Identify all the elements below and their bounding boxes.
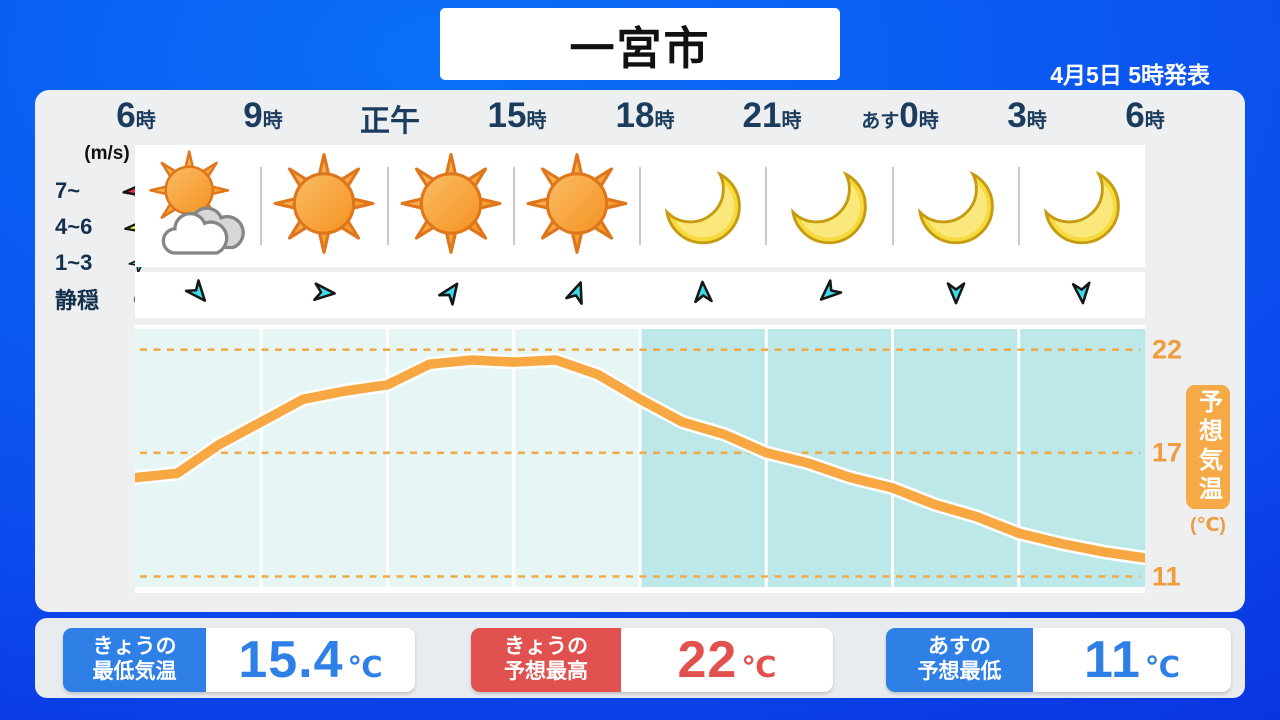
- time-label: 9時: [243, 96, 283, 135]
- wind-direction-arrow-icon: [686, 276, 720, 315]
- stat-number: 11: [1083, 631, 1141, 689]
- wind-direction-arrow-icon: [812, 276, 846, 315]
- wind-direction-arrow-icon: [307, 276, 341, 315]
- city-title-box: 一宮市: [440, 8, 840, 80]
- time-axis: 6時 9時 正午 15時 18時 21時 あす0時 3時 6時: [35, 96, 1245, 140]
- summary-band: きょうの 最低気温 15.4 ℃ きょうの 予想最高 22 ℃ あすの 予想最低 1…: [35, 618, 1245, 698]
- temp-unit-label: (℃): [1190, 515, 1226, 536]
- moon-icon: [655, 155, 752, 257]
- cell-divider: [1017, 167, 1020, 245]
- legend-row-light: 1~3: [55, 245, 159, 281]
- stat-label: きょうの 予想最高: [471, 628, 621, 692]
- stat-label-line: 最低気温: [92, 660, 177, 683]
- stat-unit: ℃: [741, 651, 777, 684]
- stat-label: きょうの 最低気温: [63, 628, 206, 692]
- cell-divider: [512, 167, 515, 245]
- moon-icon: [1033, 155, 1130, 257]
- city-title: 一宮市: [569, 22, 711, 74]
- time-label: 15時: [487, 96, 547, 135]
- moon-icon: [907, 155, 1004, 257]
- stat-label-line: あすの: [928, 635, 991, 659]
- forecast-panel: 6時 9時 正午 15時 18時 21時 あす0時 3時 6時 (m/s) 7~ 4~6 1~3…: [35, 90, 1245, 612]
- time-label: 3時: [1007, 96, 1047, 135]
- stat-unit: ℃: [1144, 651, 1181, 684]
- legend-label: 1~3: [55, 250, 93, 275]
- stat-number: 22: [677, 631, 738, 689]
- time-label: 正午: [360, 105, 420, 138]
- stat-value: 15.4 ℃: [206, 628, 415, 692]
- sun-icon: [272, 152, 376, 261]
- legend-label: 静穏: [55, 288, 100, 313]
- legend-label: 4~6: [55, 214, 93, 239]
- sun-cloud-icon: [143, 149, 253, 264]
- time-label: 6時: [1125, 96, 1165, 135]
- cell-divider: [765, 167, 768, 245]
- y-tick-label: 17: [1152, 437, 1183, 468]
- cell-divider: [260, 167, 263, 245]
- stat-number: 15.4: [238, 631, 344, 689]
- cell-divider: [891, 167, 894, 245]
- wind-direction-arrow-icon: [1065, 276, 1099, 315]
- sun-icon: [399, 152, 503, 261]
- time-label: 18時: [615, 96, 675, 135]
- stat-today-high: きょうの 予想最高 22 ℃: [471, 628, 833, 692]
- cell-divider: [386, 167, 389, 245]
- y-tick-label: 11: [1152, 561, 1181, 591]
- stat-label-line: 予想最高: [504, 660, 588, 683]
- stat-value: 22 ℃: [621, 628, 833, 692]
- stat-tomorrow-min: あすの 予想最低 11 ℃: [886, 628, 1231, 692]
- wind-direction-arrow-icon: [560, 276, 594, 315]
- stat-label-line: きょうの: [504, 635, 588, 659]
- moon-icon: [781, 155, 878, 257]
- legend-label: 7~: [55, 178, 81, 203]
- stat-value: 11 ℃: [1033, 628, 1231, 692]
- time-label: 21時: [742, 96, 802, 135]
- time-label: あす0時: [861, 96, 939, 135]
- y-tick-label: 22: [1152, 334, 1183, 365]
- stat-today-min: きょうの 最低気温 15.4 ℃: [63, 628, 415, 692]
- weather-icon-strip: [135, 145, 1145, 267]
- wind-unit-label: (m/s): [84, 143, 130, 164]
- stat-unit: ℃: [347, 651, 383, 684]
- forecast-temp-badge: 予想気温: [1186, 385, 1230, 509]
- stat-label-line: 予想最低: [917, 660, 1002, 683]
- cell-divider: [639, 167, 641, 245]
- wind-direction-arrow-icon: [434, 276, 468, 315]
- temperature-line-plot: [127, 329, 1153, 587]
- announcement-time: 4月5日 5時発表: [1050, 62, 1210, 88]
- sun-icon: [525, 152, 629, 261]
- wind-direction-arrow-icon: [181, 276, 215, 315]
- stat-label: あすの 予想最低: [886, 628, 1033, 692]
- stat-label-line: きょうの: [92, 635, 177, 659]
- wind-direction-arrow-icon: [939, 276, 973, 315]
- temperature-chart: [127, 325, 1153, 593]
- time-label: 6時: [116, 96, 156, 135]
- wind-direction-strip: [135, 272, 1145, 318]
